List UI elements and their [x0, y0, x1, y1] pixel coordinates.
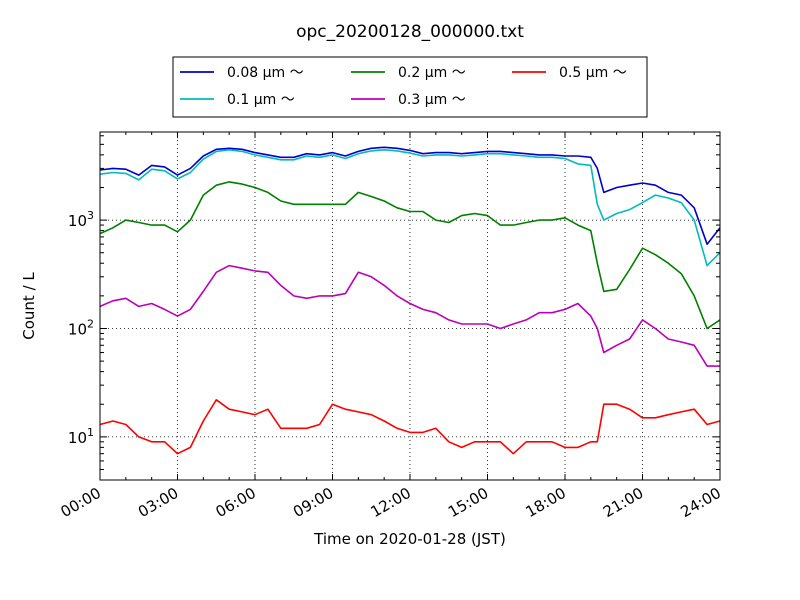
y-axis-label: Count / L — [20, 272, 38, 340]
y-tick-label: 101 — [68, 426, 94, 447]
chart-title: opc_20200128_000000.txt — [296, 22, 524, 42]
legend-label-5: 0.5 μm ～ — [559, 65, 627, 81]
series-group — [99, 146, 721, 455]
legend-label-1: 0.08 μm ～ — [227, 65, 304, 81]
legend-label-2: 0.1 μm ～ — [227, 92, 295, 108]
legend-label-4: 0.3 μm ～ — [398, 92, 466, 108]
series-line-5 — [99, 398, 721, 455]
legend: 0.08 μm ～ 0.1 μm ～ 0.2 μm ～ 0.3 μm ～ 0.5 μm … — [172, 56, 648, 118]
series-line-2 — [99, 149, 721, 267]
y-tick-labels: 101 102 103 — [68, 209, 94, 447]
series-line-3 — [99, 181, 721, 330]
grid-lines — [100, 132, 720, 480]
y-tick-label: 103 — [68, 209, 94, 230]
legend-box — [172, 56, 648, 118]
series-line-4 — [99, 264, 720, 367]
axis-ticks — [99, 132, 721, 481]
y-tick-label: 102 — [68, 317, 94, 338]
legend-label-3: 0.2 μm ～ — [398, 65, 466, 81]
x-axis-label: Time on 2020-01-28 (JST) — [313, 530, 506, 548]
plot-frame — [99, 131, 721, 481]
series-line-1 — [99, 146, 721, 245]
